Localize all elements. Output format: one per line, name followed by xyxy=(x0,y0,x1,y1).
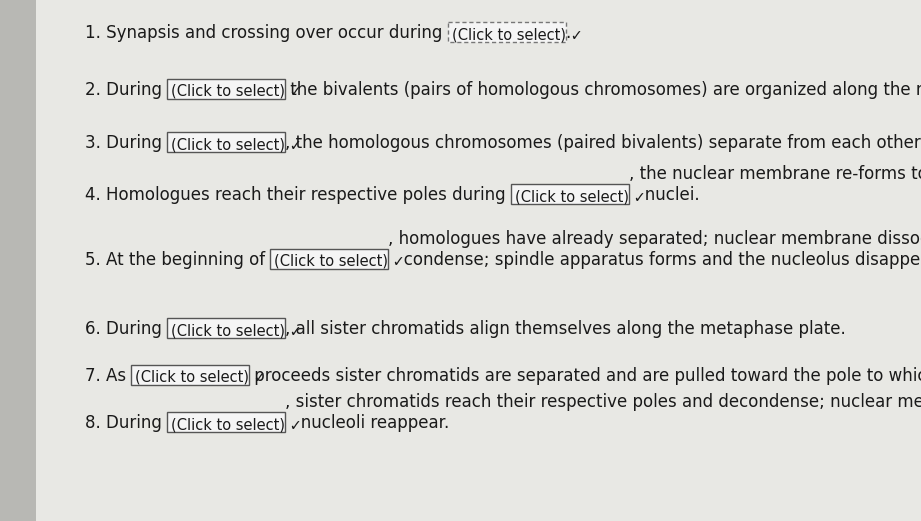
Text: 2. During: 2. During xyxy=(85,81,168,99)
Text: (Click to select) ✓: (Click to select) ✓ xyxy=(274,254,405,269)
Text: , homologues have already separated; nuclear membrane dissociates; chromatids
  : , homologues have already separated; nuc… xyxy=(389,230,921,269)
Text: 6. During: 6. During xyxy=(85,320,167,338)
Text: 7. As: 7. As xyxy=(85,367,132,385)
Text: (Click to select) ✓: (Click to select) ✓ xyxy=(451,27,582,42)
Bar xyxy=(167,412,286,432)
Text: (Click to select) ✓: (Click to select) ✓ xyxy=(171,417,302,432)
Text: 4. Homologues reach their respective poles during: 4. Homologues reach their respective pol… xyxy=(85,186,511,204)
Bar xyxy=(0,0,36,521)
Text: (Click to select) ✓: (Click to select) ✓ xyxy=(171,137,302,152)
Text: 8. During: 8. During xyxy=(85,414,167,432)
Bar xyxy=(271,249,389,269)
Text: 5. At the beginning of: 5. At the beginning of xyxy=(85,251,271,269)
Text: (Click to select) ✓: (Click to select) ✓ xyxy=(135,370,266,385)
Text: proceeds sister chromatids are separated and are pulled toward the pole to which: proceeds sister chromatids are separated… xyxy=(250,367,921,385)
Text: (Click to select) ✓: (Click to select) ✓ xyxy=(171,84,302,99)
Text: , the nuclear membrane re-forms to produce two separ
   nuclei.: , the nuclear membrane re-forms to produ… xyxy=(629,165,921,204)
Text: 1. Synapsis and crossing over occur during: 1. Synapsis and crossing over occur duri… xyxy=(85,24,448,42)
Text: the bivalents (pairs of homologous chromosomes) are organized along the metaphas: the bivalents (pairs of homologous chrom… xyxy=(286,81,921,99)
Bar xyxy=(168,132,286,152)
Text: , sister chromatids reach their respective poles and decondense; nuclear membran: , sister chromatids reach their respecti… xyxy=(286,393,921,432)
Bar xyxy=(448,22,565,42)
Bar xyxy=(511,184,629,204)
Bar xyxy=(168,79,286,99)
Text: , all sister chromatids align themselves along the metaphase plate.: , all sister chromatids align themselves… xyxy=(286,320,845,338)
Text: (Click to select) ✓: (Click to select) ✓ xyxy=(171,323,302,338)
Text: , the homologous chromosomes (paired bivalents) separate from each other.: , the homologous chromosomes (paired biv… xyxy=(286,134,921,152)
Bar xyxy=(167,318,286,338)
Text: .: . xyxy=(565,24,571,42)
Text: (Click to select) ✓: (Click to select) ✓ xyxy=(515,189,646,204)
Text: 3. During: 3. During xyxy=(85,134,168,152)
Bar xyxy=(132,365,250,385)
